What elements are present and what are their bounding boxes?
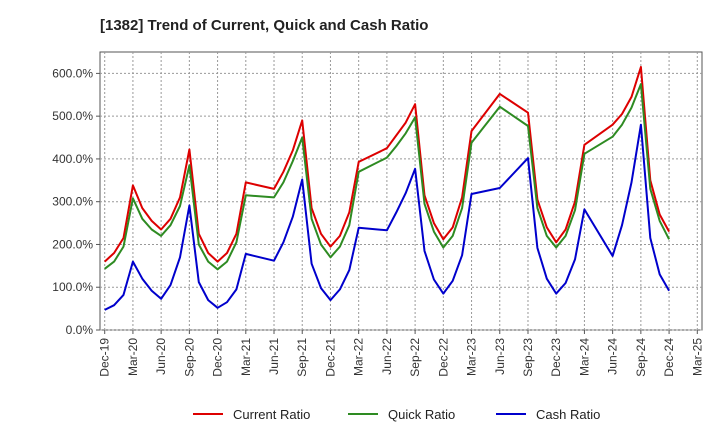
y-tick-label: 600.0%	[52, 66, 93, 80]
x-tick-label: Dec-21	[323, 338, 337, 377]
x-tick-label: Dec-24	[662, 338, 676, 377]
x-tick-label: Jun-24	[606, 338, 620, 375]
x-tick-label: Sep-20	[182, 338, 196, 377]
x-tick-label: Jun-22	[380, 338, 394, 375]
x-tick-label: Mar-23	[465, 338, 479, 376]
x-tick-label: Sep-22	[408, 338, 422, 377]
x-axis-ticks: Dec-19 Mar-20 Jun-20 Sep-20 Dec-20 Mar-21 Jun-…	[98, 330, 704, 377]
legend-label: Quick Ratio	[388, 407, 455, 422]
x-tick-label: Sep-23	[521, 338, 535, 377]
x-tick-label: Jun-21	[267, 338, 281, 375]
y-tick-label: 400.0%	[52, 152, 93, 166]
x-tick-label: Mar-20	[126, 338, 140, 376]
y-tick-label: 200.0%	[52, 237, 93, 251]
y-axis-ticks: 0.0% 100.0% 200.0% 300.0% 400.0% 500.0% 600.0%	[52, 66, 100, 337]
x-tick-label: Dec-23	[549, 338, 563, 377]
legend: Current Ratio Quick Ratio Cash Ratio	[193, 407, 600, 422]
y-tick-label: 0.0%	[66, 323, 94, 337]
y-tick-label: 300.0%	[52, 195, 93, 209]
x-tick-label: Sep-24	[634, 338, 648, 377]
chart-title: [1382] Trend of Current, Quick and Cash …	[100, 17, 428, 34]
plot-area	[99, 51, 703, 331]
x-tick-label: Dec-20	[211, 338, 225, 377]
series-lines	[104, 66, 670, 311]
legend-label: Current Ratio	[233, 407, 310, 422]
y-tick-label: 100.0%	[52, 280, 93, 294]
series-line-quick-ratio	[104, 83, 670, 271]
series-line-current-ratio	[104, 66, 670, 263]
x-tick-label: Jun-23	[493, 338, 507, 375]
series-line-cash-ratio	[104, 123, 670, 311]
x-tick-label: Dec-22	[436, 338, 450, 377]
x-tick-label: Sep-21	[295, 338, 309, 377]
x-tick-label: Jun-20	[154, 338, 168, 375]
x-tick-label: Dec-19	[98, 338, 112, 377]
x-tick-label: Mar-21	[239, 338, 253, 376]
gridlines	[100, 52, 702, 331]
x-tick-label: Mar-24	[577, 338, 591, 376]
x-tick-label: Mar-22	[352, 338, 366, 376]
legend-label: Cash Ratio	[536, 407, 600, 422]
y-tick-label: 500.0%	[52, 109, 93, 123]
x-tick-label: Mar-25	[690, 338, 704, 376]
